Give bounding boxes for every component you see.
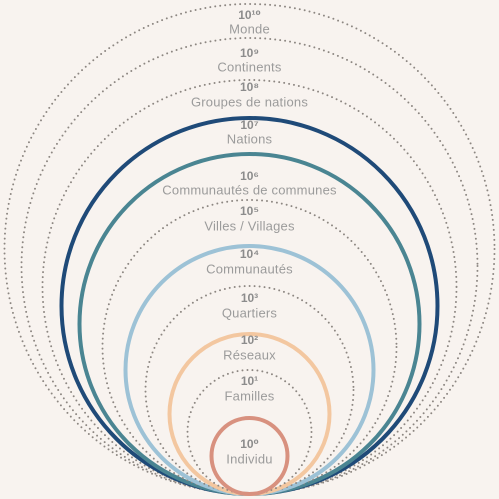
level-power: 10³ [241, 291, 258, 305]
level-name: Nations [227, 131, 273, 146]
level-power: 10⁵ [240, 204, 259, 218]
level-circle [144, 285, 355, 495]
level-name: Réseaux [223, 347, 276, 362]
level-power: 10¹⁰ [238, 8, 261, 22]
level-name: Quartiers [222, 305, 278, 320]
level-power: 10⁶ [240, 169, 259, 183]
level-name: Groupes de nations [191, 94, 308, 109]
level-circle [20, 37, 479, 495]
level-power: 10⁴ [240, 247, 259, 261]
level-name: Individu [226, 451, 272, 466]
level-circle [186, 369, 313, 495]
level-circle [209, 416, 290, 496]
level-power: 10⁹ [240, 46, 259, 60]
level-name: Monde [229, 21, 270, 36]
level-name: Familles [225, 388, 275, 403]
level-power: 10¹ [241, 374, 258, 388]
level-name: Continents [217, 59, 281, 74]
level-power: 10⁸ [240, 80, 259, 94]
level-power: 10⁰ [240, 437, 259, 451]
level-power: 10⁷ [240, 118, 258, 132]
level-name: Communautés de communes [162, 182, 337, 197]
level-name: Communautés [206, 261, 293, 276]
level-name: Villes / Villages [204, 218, 295, 233]
level-power: 10² [241, 333, 258, 347]
